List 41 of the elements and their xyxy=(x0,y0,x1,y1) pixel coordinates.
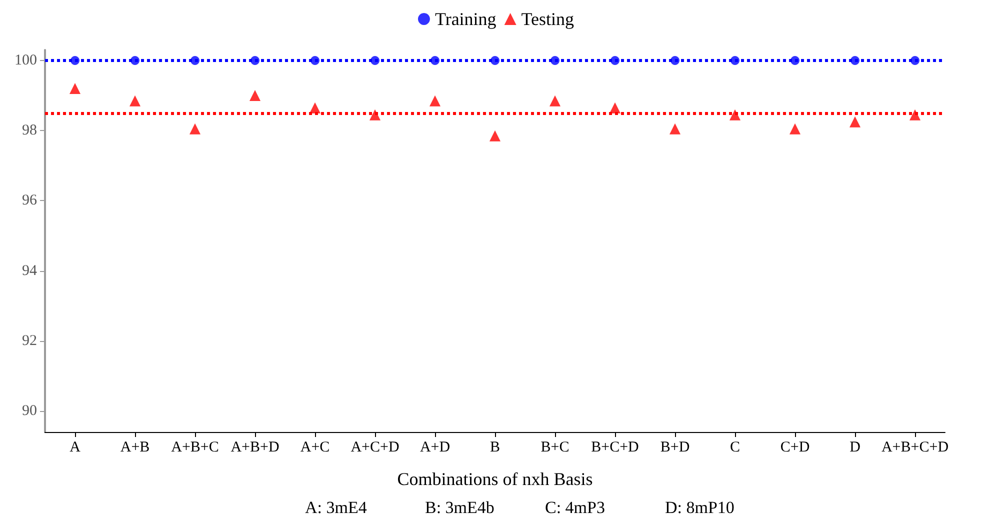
x-tick-label: B+C+D xyxy=(591,440,640,456)
x-tick-label: B xyxy=(490,440,500,456)
legend-label: Training xyxy=(434,9,496,29)
y-tick-label: 96 xyxy=(22,192,38,209)
x-tick-label: A xyxy=(70,440,81,456)
legend-label: Testing xyxy=(521,9,574,29)
x-tick-label: A+C+D xyxy=(350,440,400,456)
x-tick-label: A+B+C+D xyxy=(881,440,949,456)
y-tick-label: 90 xyxy=(22,402,37,419)
x-tick-label: B+D xyxy=(660,440,690,456)
x-tick-label: A+C xyxy=(300,440,330,456)
x-tick-label: C+D xyxy=(780,440,810,456)
text: B: 3mE4b xyxy=(425,498,494,517)
point xyxy=(430,95,440,106)
point xyxy=(730,109,740,120)
y-tick-label: 94 xyxy=(22,262,38,279)
y-tick-label: 98 xyxy=(22,122,37,139)
point xyxy=(850,116,860,128)
text: A: 3mE4 xyxy=(305,498,368,517)
point xyxy=(790,123,800,134)
x-tick-label: A+B+C xyxy=(171,440,219,456)
text: D: 8mP10 xyxy=(665,498,734,517)
point xyxy=(250,90,260,102)
x-axis-title: Combinations of nxh Basis xyxy=(397,469,593,489)
x-tick-label: A+B+D xyxy=(230,440,280,456)
point xyxy=(370,109,380,120)
text: C: 4mP3 xyxy=(545,498,605,517)
x-tick-label: B+C xyxy=(540,440,570,456)
point xyxy=(70,83,80,94)
point xyxy=(550,95,560,106)
y-tick-label: 92 xyxy=(22,332,37,349)
x-tick-label: C xyxy=(730,440,740,456)
x-tick-label: D xyxy=(850,440,861,456)
point xyxy=(490,130,500,142)
point xyxy=(910,109,920,120)
point xyxy=(670,123,680,134)
y-tick-label: 100 xyxy=(14,52,37,69)
x-tick-label: A+B xyxy=(120,440,150,456)
point xyxy=(130,95,140,106)
x-tick-label: A+D xyxy=(420,440,450,456)
point xyxy=(190,123,200,134)
